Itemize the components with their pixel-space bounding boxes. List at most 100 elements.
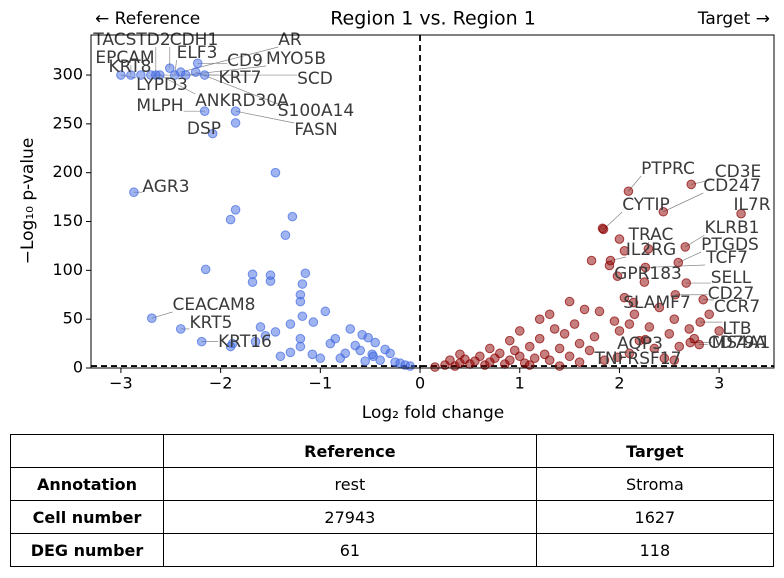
point — [680, 242, 691, 252]
point — [300, 268, 311, 279]
gene-label: LYPD3 — [136, 75, 188, 95]
point — [250, 336, 261, 347]
x-tick-label: −3 — [109, 374, 133, 393]
x-tick-label: 3 — [714, 374, 724, 393]
y-tick-label: 150 — [52, 211, 83, 230]
point — [628, 297, 639, 308]
point — [345, 324, 356, 334]
point — [564, 351, 575, 362]
gene-label: IL2RG — [626, 240, 676, 260]
point — [549, 324, 560, 334]
point — [295, 341, 306, 352]
y-tick-label: 0 — [73, 358, 83, 377]
point — [360, 356, 370, 366]
chart: Region 1 vs. Region 1 ← Reference Target… — [18, 8, 775, 423]
point — [154, 70, 165, 80]
point — [255, 322, 266, 332]
point — [504, 335, 515, 346]
point — [207, 128, 218, 139]
points — [116, 58, 746, 372]
gene-label: SCD — [297, 69, 333, 89]
point — [514, 326, 525, 336]
point — [297, 279, 308, 289]
point — [619, 246, 630, 256]
annotation: ← Reference — [95, 9, 200, 29]
point — [698, 294, 709, 305]
point — [586, 255, 597, 266]
point — [614, 326, 625, 336]
table-row: Annotation rest Stroma — [10, 467, 775, 501]
point — [559, 329, 570, 339]
column-header: Target — [535, 434, 775, 468]
gene-label: KRT7 — [219, 68, 262, 88]
point — [604, 260, 615, 271]
point — [529, 353, 540, 364]
gene-label: MLPH — [136, 96, 183, 116]
gene-label: S100A14 — [278, 101, 355, 121]
gene-label: CD27 — [708, 284, 755, 304]
point — [445, 355, 455, 365]
leader-line — [235, 110, 295, 124]
point — [495, 348, 505, 359]
gene-label: GPR183 — [614, 264, 682, 284]
gene-label: KRT16 — [218, 332, 272, 352]
table-cell: 118 — [535, 533, 775, 567]
point — [169, 70, 180, 80]
point — [609, 316, 620, 326]
table-cell: rest — [163, 467, 537, 501]
point — [363, 332, 373, 343]
point — [270, 327, 281, 337]
point — [315, 353, 326, 364]
point — [574, 338, 585, 349]
point — [136, 70, 146, 80]
point — [594, 306, 605, 317]
table-header: Reference Target — [10, 434, 775, 468]
point — [247, 277, 258, 287]
point — [129, 187, 139, 198]
point — [649, 343, 660, 354]
gene-label: ELF3 — [177, 43, 218, 63]
row-header: DEG number — [10, 533, 164, 567]
point — [270, 167, 281, 178]
point — [544, 309, 555, 320]
table-cell: 27943 — [163, 500, 537, 534]
gene-label: SELL — [711, 268, 752, 288]
point — [280, 230, 291, 240]
point — [584, 345, 595, 356]
table-corner — [10, 434, 164, 468]
gene-label: CCR7 — [714, 297, 760, 317]
gene-label: KLRB1 — [705, 218, 760, 238]
point — [704, 309, 714, 320]
point — [247, 269, 258, 280]
point — [654, 302, 665, 313]
point — [330, 333, 341, 344]
point — [190, 67, 201, 77]
point — [265, 276, 276, 286]
point — [275, 351, 286, 362]
row-header: Cell number — [10, 500, 164, 534]
point — [370, 337, 380, 348]
point — [569, 319, 580, 329]
point — [619, 292, 630, 303]
gene-label: ANKRD30A — [195, 91, 289, 111]
point — [225, 214, 236, 225]
point — [612, 271, 623, 282]
point — [485, 343, 495, 354]
y-tick-label: 100 — [52, 260, 83, 279]
column-header: Reference — [163, 434, 537, 468]
gene-label: AR — [278, 30, 302, 50]
point — [684, 324, 695, 334]
leader-line — [159, 74, 196, 95]
plot-frame — [90, 34, 775, 369]
point — [175, 324, 186, 334]
gene-label: KRT5 — [190, 313, 233, 333]
x-tick-label: −1 — [309, 374, 333, 393]
point — [524, 341, 535, 352]
point — [116, 70, 126, 80]
point — [629, 309, 640, 320]
gene-label: AQP3 — [617, 334, 663, 354]
gene-label: IL7R — [733, 195, 770, 215]
point — [320, 306, 331, 317]
table-row: Cell number 27943 1627 — [10, 500, 775, 534]
